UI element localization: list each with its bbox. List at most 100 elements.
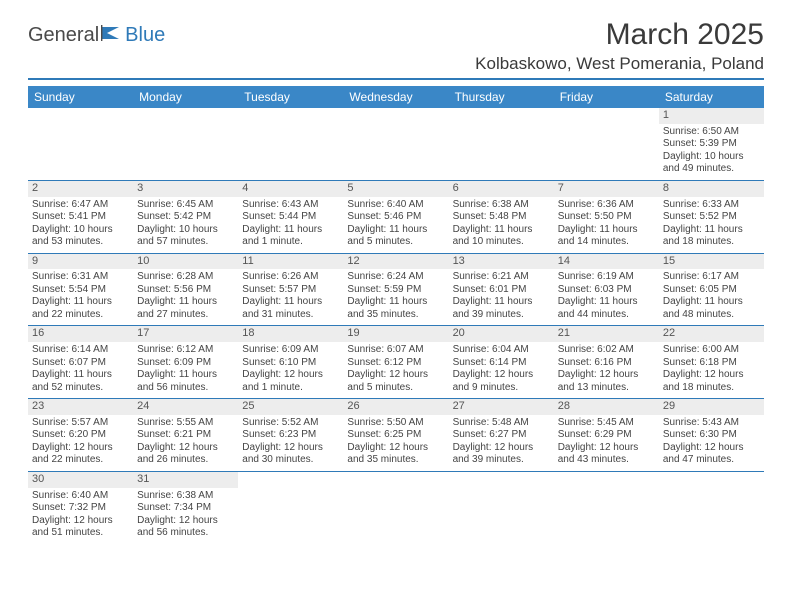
calendar-cell: 24Sunrise: 5:55 AMSunset: 6:21 PMDayligh… (133, 399, 238, 472)
daylight-line: and 39 minutes. (453, 309, 550, 322)
day-number: 11 (238, 254, 343, 270)
daylight-line: and 57 minutes. (137, 236, 234, 249)
sunset-line: Sunset: 6:16 PM (558, 357, 655, 370)
calendar-cell: 15Sunrise: 6:17 AMSunset: 6:05 PMDayligh… (659, 253, 764, 326)
day-number: 7 (554, 181, 659, 197)
sunrise-line: Sunrise: 6:02 AM (558, 344, 655, 357)
daylight-line: Daylight: 12 hours (32, 515, 129, 528)
sunrise-line: Sunrise: 5:50 AM (347, 417, 444, 430)
sunrise-line: Sunrise: 6:47 AM (32, 199, 129, 212)
daylight-line: and 31 minutes. (242, 309, 339, 322)
calendar-cell (659, 471, 764, 543)
daylight-line: and 44 minutes. (558, 309, 655, 322)
sunrise-line: Sunrise: 5:43 AM (663, 417, 760, 430)
calendar-cell: 1Sunrise: 6:50 AMSunset: 5:39 PMDaylight… (659, 108, 764, 180)
day-number: 4 (238, 181, 343, 197)
calendar-cell: 27Sunrise: 5:48 AMSunset: 6:27 PMDayligh… (449, 399, 554, 472)
day-number: 16 (28, 326, 133, 342)
daylight-line: and 35 minutes. (347, 309, 444, 322)
daylight-line: and 56 minutes. (137, 382, 234, 395)
calendar-cell: 9Sunrise: 6:31 AMSunset: 5:54 PMDaylight… (28, 253, 133, 326)
day-number: 1 (659, 108, 764, 124)
calendar-cell (238, 471, 343, 543)
daylight-line: and 51 minutes. (32, 527, 129, 540)
calendar-table: Sunday Monday Tuesday Wednesday Thursday… (28, 86, 764, 544)
daylight-line: Daylight: 11 hours (242, 296, 339, 309)
day-number: 13 (449, 254, 554, 270)
calendar-cell (28, 108, 133, 180)
sunset-line: Sunset: 5:59 PM (347, 284, 444, 297)
day-number: 25 (238, 399, 343, 415)
daylight-line: and 30 minutes. (242, 454, 339, 467)
calendar-cell (133, 108, 238, 180)
sunset-line: Sunset: 5:48 PM (453, 211, 550, 224)
day-header-row: Sunday Monday Tuesday Wednesday Thursday… (28, 86, 764, 108)
title-block: March 2025 Kolbaskowo, West Pomerania, P… (475, 18, 764, 74)
day-number: 29 (659, 399, 764, 415)
day-number: 5 (343, 181, 448, 197)
sunset-line: Sunset: 5:56 PM (137, 284, 234, 297)
day-number: 21 (554, 326, 659, 342)
sunrise-line: Sunrise: 6:26 AM (242, 271, 339, 284)
day-header: Thursday (449, 86, 554, 108)
calendar-cell: 5Sunrise: 6:40 AMSunset: 5:46 PMDaylight… (343, 180, 448, 253)
daylight-line: and 10 minutes. (453, 236, 550, 249)
day-number: 26 (343, 399, 448, 415)
logo: General Blue (28, 24, 165, 47)
calendar-cell (343, 471, 448, 543)
daylight-line: Daylight: 12 hours (453, 369, 550, 382)
sunset-line: Sunset: 5:42 PM (137, 211, 234, 224)
calendar-row: 16Sunrise: 6:14 AMSunset: 6:07 PMDayligh… (28, 326, 764, 399)
calendar-cell: 26Sunrise: 5:50 AMSunset: 6:25 PMDayligh… (343, 399, 448, 472)
daylight-line: and 22 minutes. (32, 454, 129, 467)
day-header: Wednesday (343, 86, 448, 108)
daylight-line: Daylight: 11 hours (32, 369, 129, 382)
daylight-line: and 49 minutes. (663, 163, 760, 176)
sunset-line: Sunset: 6:03 PM (558, 284, 655, 297)
sunrise-line: Sunrise: 6:09 AM (242, 344, 339, 357)
sunset-line: Sunset: 6:25 PM (347, 429, 444, 442)
sunrise-line: Sunrise: 6:31 AM (32, 271, 129, 284)
calendar-cell: 16Sunrise: 6:14 AMSunset: 6:07 PMDayligh… (28, 326, 133, 399)
daylight-line: and 48 minutes. (663, 309, 760, 322)
calendar-cell: 4Sunrise: 6:43 AMSunset: 5:44 PMDaylight… (238, 180, 343, 253)
sunset-line: Sunset: 5:54 PM (32, 284, 129, 297)
daylight-line: and 1 minute. (242, 236, 339, 249)
sunset-line: Sunset: 6:09 PM (137, 357, 234, 370)
sunset-line: Sunset: 6:05 PM (663, 284, 760, 297)
calendar-cell: 2Sunrise: 6:47 AMSunset: 5:41 PMDaylight… (28, 180, 133, 253)
calendar-cell: 20Sunrise: 6:04 AMSunset: 6:14 PMDayligh… (449, 326, 554, 399)
sunset-line: Sunset: 5:39 PM (663, 138, 760, 151)
daylight-line: Daylight: 11 hours (137, 369, 234, 382)
calendar-cell: 7Sunrise: 6:36 AMSunset: 5:50 PMDaylight… (554, 180, 659, 253)
calendar-cell: 30Sunrise: 6:40 AMSunset: 7:32 PMDayligh… (28, 471, 133, 543)
sunset-line: Sunset: 5:57 PM (242, 284, 339, 297)
calendar-cell: 6Sunrise: 6:38 AMSunset: 5:48 PMDaylight… (449, 180, 554, 253)
calendar-row: 9Sunrise: 6:31 AMSunset: 5:54 PMDaylight… (28, 253, 764, 326)
sunrise-line: Sunrise: 6:33 AM (663, 199, 760, 212)
sunrise-line: Sunrise: 5:45 AM (558, 417, 655, 430)
daylight-line: and 47 minutes. (663, 454, 760, 467)
daylight-line: Daylight: 10 hours (137, 224, 234, 237)
sunrise-line: Sunrise: 6:21 AM (453, 271, 550, 284)
sunrise-line: Sunrise: 6:43 AM (242, 199, 339, 212)
sunrise-line: Sunrise: 6:50 AM (663, 126, 760, 139)
daylight-line: and 18 minutes. (663, 382, 760, 395)
sunrise-line: Sunrise: 6:45 AM (137, 199, 234, 212)
daylight-line: Daylight: 12 hours (453, 442, 550, 455)
daylight-line: Daylight: 10 hours (32, 224, 129, 237)
calendar-cell: 23Sunrise: 5:57 AMSunset: 6:20 PMDayligh… (28, 399, 133, 472)
calendar-row: 23Sunrise: 5:57 AMSunset: 6:20 PMDayligh… (28, 399, 764, 472)
day-header: Saturday (659, 86, 764, 108)
sunset-line: Sunset: 6:07 PM (32, 357, 129, 370)
day-number: 24 (133, 399, 238, 415)
daylight-line: Daylight: 12 hours (242, 442, 339, 455)
daylight-line: Daylight: 12 hours (137, 515, 234, 528)
sunset-line: Sunset: 5:41 PM (32, 211, 129, 224)
calendar-cell: 12Sunrise: 6:24 AMSunset: 5:59 PMDayligh… (343, 253, 448, 326)
daylight-line: and 9 minutes. (453, 382, 550, 395)
calendar-cell: 3Sunrise: 6:45 AMSunset: 5:42 PMDaylight… (133, 180, 238, 253)
day-number: 23 (28, 399, 133, 415)
sunset-line: Sunset: 5:46 PM (347, 211, 444, 224)
calendar-cell: 21Sunrise: 6:02 AMSunset: 6:16 PMDayligh… (554, 326, 659, 399)
